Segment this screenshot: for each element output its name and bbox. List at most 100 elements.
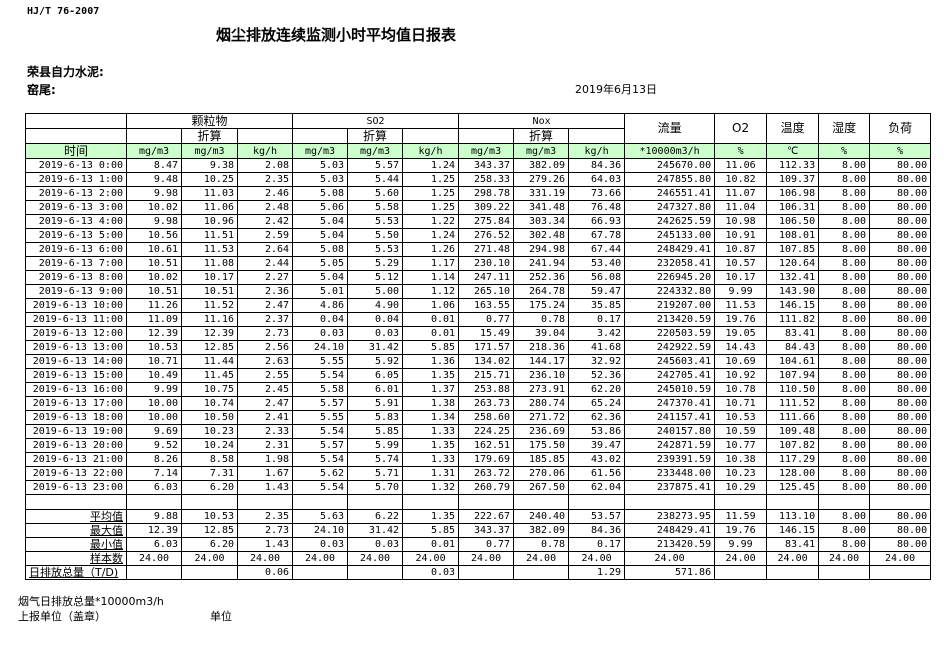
value-cell: 175.24 [513,298,570,313]
value-cell: 80.00 [869,509,932,524]
time-cell: 2019-6-13 10:00 [25,298,127,313]
value-cell: 14.43 [714,340,768,355]
value-cell: 80.00 [869,242,932,257]
value-cell: 80.00 [869,186,932,201]
header-row-units: 时间 mg/m3 mg/m3 kg/h mg/m3 mg/m3 kg/h mg/m3 mg/m… [25,143,932,159]
unit-cell: mg/m3 [181,143,238,159]
value-cell: 5.50 [347,228,404,243]
table-row: 2019-6-13 7:00 10.51 11.08 2.44 5.05 5.29 1.17… [25,256,932,271]
value-cell: 6.03 [126,537,182,552]
time-cell: 2019-6-13 7:00 [25,256,127,271]
value-cell: 11.59 [714,509,768,524]
empty-cell [25,494,127,510]
value-cell: 279.26 [513,172,570,187]
value-cell: 11.08 [181,256,238,271]
table-row: 2019-6-13 6:00 10.61 11.53 2.64 5.08 5.53 1.26… [25,242,932,257]
value-cell: 242922.59 [624,340,716,355]
value-cell: 111.52 [766,396,820,411]
unit-cell: mg/m3 [347,143,404,159]
value-cell: 9.69 [126,424,182,439]
value-cell: 252.36 [513,270,570,285]
empty-cell [624,494,716,510]
value-cell: 2.47 [236,396,294,411]
unit-cell: mg/m3 [126,143,182,159]
value-cell: 109.48 [766,424,820,439]
value-cell: 242705.41 [624,368,716,383]
value-cell: 80.00 [869,340,932,355]
header-empty [25,128,127,144]
value-cell: 242625.59 [624,214,716,229]
unit-cell: kg/h [568,143,626,159]
value-cell: 24.00 [458,551,515,566]
value-cell: 12.85 [181,340,238,355]
value-cell: 24.00 [347,551,404,566]
value-cell: 0.03 [402,565,460,580]
value-cell: 8.00 [818,424,871,439]
value-cell: 1.25 [402,172,460,187]
value-cell: 2.08 [236,158,294,173]
stat-row: 平均值 9.88 10.53 2.35 5.63 6.22 1.35 222.67 240.40… [25,509,932,524]
value-cell: 143.90 [766,284,820,299]
table-row: 2019-6-13 8:00 10.02 10.17 2.27 5.04 5.12 1.14… [25,270,932,285]
value-cell: 5.55 [292,354,349,369]
value-cell: 270.06 [513,466,570,481]
value-cell: 8.00 [818,270,871,285]
value-cell: 9.99 [714,284,768,299]
value-cell: 5.57 [292,396,349,411]
value-cell: 0.77 [458,537,515,552]
value-cell: 185.85 [513,452,570,467]
value-cell: 1.25 [402,200,460,215]
value-cell: 8.00 [818,312,871,327]
value-cell: 10.56 [126,228,182,243]
value-cell: 271.72 [513,410,570,425]
value-cell: 8.00 [818,200,871,215]
value-cell: 8.00 [818,523,871,538]
value-cell: 9.99 [714,537,768,552]
value-cell: 9.98 [126,186,182,201]
value-cell: 1.34 [402,410,460,425]
value-cell: 8.00 [818,158,871,173]
value-cell: 8.00 [818,256,871,271]
value-cell: 11.26 [126,298,182,313]
value-cell: 11.03 [181,186,238,201]
value-cell: 5.57 [347,158,404,173]
unit-cell: mg/m3 [458,143,515,159]
value-cell: 7.31 [181,466,238,481]
value-cell: 179.69 [458,452,515,467]
value-cell: 163.55 [458,298,515,313]
value-cell: 5.54 [292,452,349,467]
value-cell: 3.42 [568,326,626,341]
value-cell: 125.45 [766,480,820,495]
value-cell: 24.00 [568,551,626,566]
time-cell: 2019-6-13 14:00 [25,354,127,369]
value-cell: 10.24 [181,438,238,453]
value-cell: 132.41 [766,270,820,285]
empty-cell [513,494,570,510]
value-cell: 1.35 [402,509,460,524]
value-cell: 233448.00 [624,466,716,481]
value-cell: 134.02 [458,354,515,369]
value-cell: 5.54 [292,424,349,439]
value-cell: 106.50 [766,214,820,229]
value-cell: 1.35 [402,438,460,453]
value-cell: 24.00 [181,551,238,566]
daily-total-row: 日排放总量（T/D) 0.06 0.03 1.29 571.86 [25,565,932,580]
value-cell: 24.10 [292,523,349,538]
stat-row: 最大值 12.39 12.85 2.73 24.10 31.42 5.85 343.37 382… [25,523,932,538]
value-cell: 2.46 [236,186,294,201]
value-cell: 4.86 [292,298,349,313]
value-cell: 10.98 [714,214,768,229]
value-cell: 303.34 [513,214,570,229]
value-cell: 10.00 [126,396,182,411]
value-cell: 253.88 [458,382,515,397]
value-cell: 80.00 [869,410,932,425]
value-cell: 2.44 [236,256,294,271]
value-cell: 5.01 [292,284,349,299]
value-cell: 245670.00 [624,158,716,173]
value-cell: 19.76 [714,312,768,327]
value-cell: 80.00 [869,172,932,187]
value-cell: 19.76 [714,523,768,538]
value-cell: 8.00 [818,410,871,425]
value-cell: 247.11 [458,270,515,285]
value-cell [292,565,349,580]
